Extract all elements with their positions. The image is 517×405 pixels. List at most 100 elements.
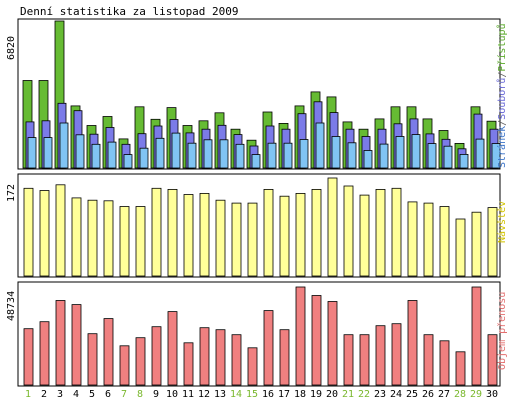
panel-traffic-legend: Objem přenosu [496, 292, 508, 370]
bar-stránek-day-17 [283, 142, 293, 169]
bar-visits-day-15 [247, 202, 258, 277]
x-label-day-12: 12 [198, 389, 210, 400]
bar-traffic-day-24 [391, 323, 402, 386]
bar-stránek-day-8 [139, 147, 149, 169]
bar-stránek-day-27 [443, 145, 453, 169]
bar-visits-day-9 [151, 187, 162, 277]
x-label-day-3: 3 [57, 389, 63, 400]
bar-traffic-day-8 [135, 337, 146, 386]
bar-visits-day-21 [343, 185, 354, 277]
bar-stránek-day-6 [107, 141, 117, 169]
x-label-day-7: 7 [121, 389, 127, 400]
bar-visits-day-26 [423, 202, 434, 277]
bar-stránek-day-18 [299, 139, 309, 169]
x-label-day-23: 23 [374, 389, 386, 400]
x-label-day-17: 17 [278, 389, 290, 400]
bar-stránek-day-22 [363, 150, 373, 169]
bar-visits-day-27 [439, 206, 450, 277]
bar-stránek-day-29 [475, 138, 485, 169]
bar-stránek-day-11 [187, 142, 197, 169]
bar-visits-day-8 [135, 206, 146, 277]
bar-stránek-day-14 [235, 143, 245, 169]
x-label-day-5: 5 [89, 389, 95, 400]
bar-traffic-day-2 [39, 321, 50, 386]
bar-stránek-day-19 [315, 122, 325, 169]
x-label-day-30: 30 [486, 389, 498, 400]
bar-stránek-day-10 [171, 132, 181, 169]
bar-traffic-day-17 [279, 329, 290, 386]
bar-visits-day-18 [295, 192, 306, 277]
bar-traffic-day-7 [119, 345, 130, 386]
bar-traffic-day-3 [55, 300, 66, 386]
x-label-day-10: 10 [166, 389, 178, 400]
bar-stránek-day-25 [411, 134, 421, 169]
bar-traffic-day-12 [199, 327, 210, 386]
bar-traffic-day-25 [407, 300, 418, 386]
bar-traffic-day-16 [263, 310, 274, 386]
bar-traffic-day-23 [375, 325, 386, 386]
bar-stránek-day-7 [123, 154, 133, 169]
bar-traffic-day-9 [151, 326, 162, 386]
bar-stránek-day-21 [347, 142, 357, 169]
panel-visits-bars [23, 177, 498, 277]
bar-stránek-day-13 [219, 139, 229, 169]
bar-traffic-day-18 [295, 286, 306, 386]
bar-traffic-day-6 [103, 318, 114, 386]
bar-traffic-day-19 [311, 295, 322, 386]
x-label-day-1: 1 [25, 389, 31, 400]
bar-visits-day-19 [311, 188, 322, 277]
bar-visits-day-23 [375, 188, 386, 277]
bar-traffic-day-15 [247, 347, 258, 386]
bar-visits-day-11 [183, 194, 194, 277]
bar-stránek-day-2 [43, 137, 53, 169]
bar-visits-day-12 [199, 192, 210, 277]
bar-traffic-day-11 [183, 342, 194, 386]
x-label-day-24: 24 [390, 389, 402, 400]
x-label-day-11: 11 [182, 389, 194, 400]
bar-visits-day-17 [279, 195, 290, 277]
legend-part-1-0: Návštěv [496, 201, 508, 243]
bar-stránek-day-28 [459, 153, 469, 169]
x-label-day-21: 21 [342, 389, 354, 400]
bar-visits-day-20 [327, 177, 338, 277]
bar-visits-day-1 [23, 187, 34, 277]
x-label-day-27: 27 [438, 389, 450, 400]
x-label-day-4: 4 [73, 389, 79, 400]
legend-part-0-0: Stránek [496, 126, 508, 168]
bar-visits-day-30 [487, 207, 498, 277]
bar-stránek-day-3 [59, 122, 69, 169]
x-label-day-19: 19 [310, 389, 322, 400]
x-label-day-16: 16 [262, 389, 274, 400]
bar-traffic-day-10 [167, 311, 178, 386]
bar-stránek-day-30 [491, 143, 501, 169]
x-label-day-28: 28 [454, 389, 466, 400]
bar-visits-day-10 [167, 188, 178, 277]
x-label-day-13: 13 [214, 389, 226, 400]
bar-traffic-day-29 [471, 286, 482, 386]
bar-traffic-day-20 [327, 301, 338, 386]
bar-visits-day-22 [359, 194, 370, 277]
bar-visits-day-6 [103, 200, 114, 277]
panel-traffic-frame [17, 281, 501, 387]
x-label-day-15: 15 [246, 389, 258, 400]
bar-traffic-day-14 [231, 334, 242, 386]
panel-traffic: 48734 Objem přenosu [6, 281, 508, 387]
bar-visits-day-28 [455, 218, 466, 277]
bar-stránek-day-5 [91, 143, 101, 169]
bar-stránek-day-24 [395, 136, 405, 169]
bar-visits-day-2 [39, 190, 50, 277]
panel-traffic-bars [23, 286, 498, 386]
legend-part-2-0: Objem přenosu [496, 292, 508, 370]
panel-visits: 172 Návštěv [6, 173, 508, 278]
panel-visits-ymax-label: 172 [6, 184, 17, 202]
bar-visits-day-4 [71, 197, 82, 277]
bar-visits-day-14 [231, 202, 242, 277]
bar-stránek-day-1 [27, 137, 37, 169]
x-label-day-9: 9 [153, 389, 159, 400]
bar-visits-day-25 [407, 201, 418, 277]
bar-visits-day-7 [119, 206, 130, 277]
bar-stránek-day-4 [75, 134, 85, 169]
bar-visits-day-24 [391, 187, 402, 277]
bar-visits-day-29 [471, 211, 482, 277]
